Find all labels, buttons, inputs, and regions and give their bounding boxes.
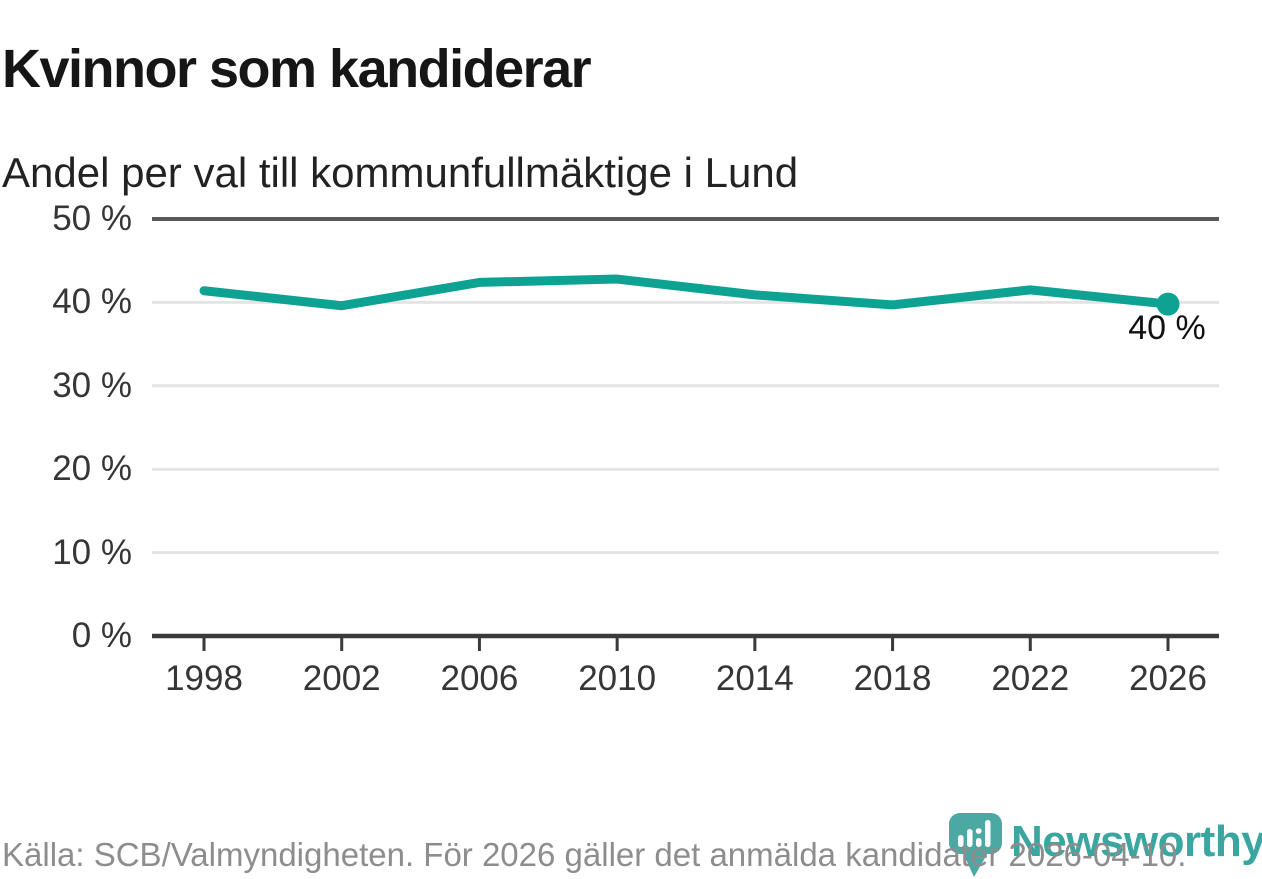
chart-subtitle: Andel per val till kommunfullmäktige i L…	[2, 148, 799, 196]
data-line	[199, 274, 1173, 311]
source-note: Källa: SCB/Valmyndigheten. För 2026 gäll…	[2, 836, 1187, 873]
end-value-label: 40 %	[1128, 309, 1206, 347]
chart-title: Kvinnor som kandiderar	[2, 39, 592, 100]
end-point-dot	[1156, 292, 1180, 316]
